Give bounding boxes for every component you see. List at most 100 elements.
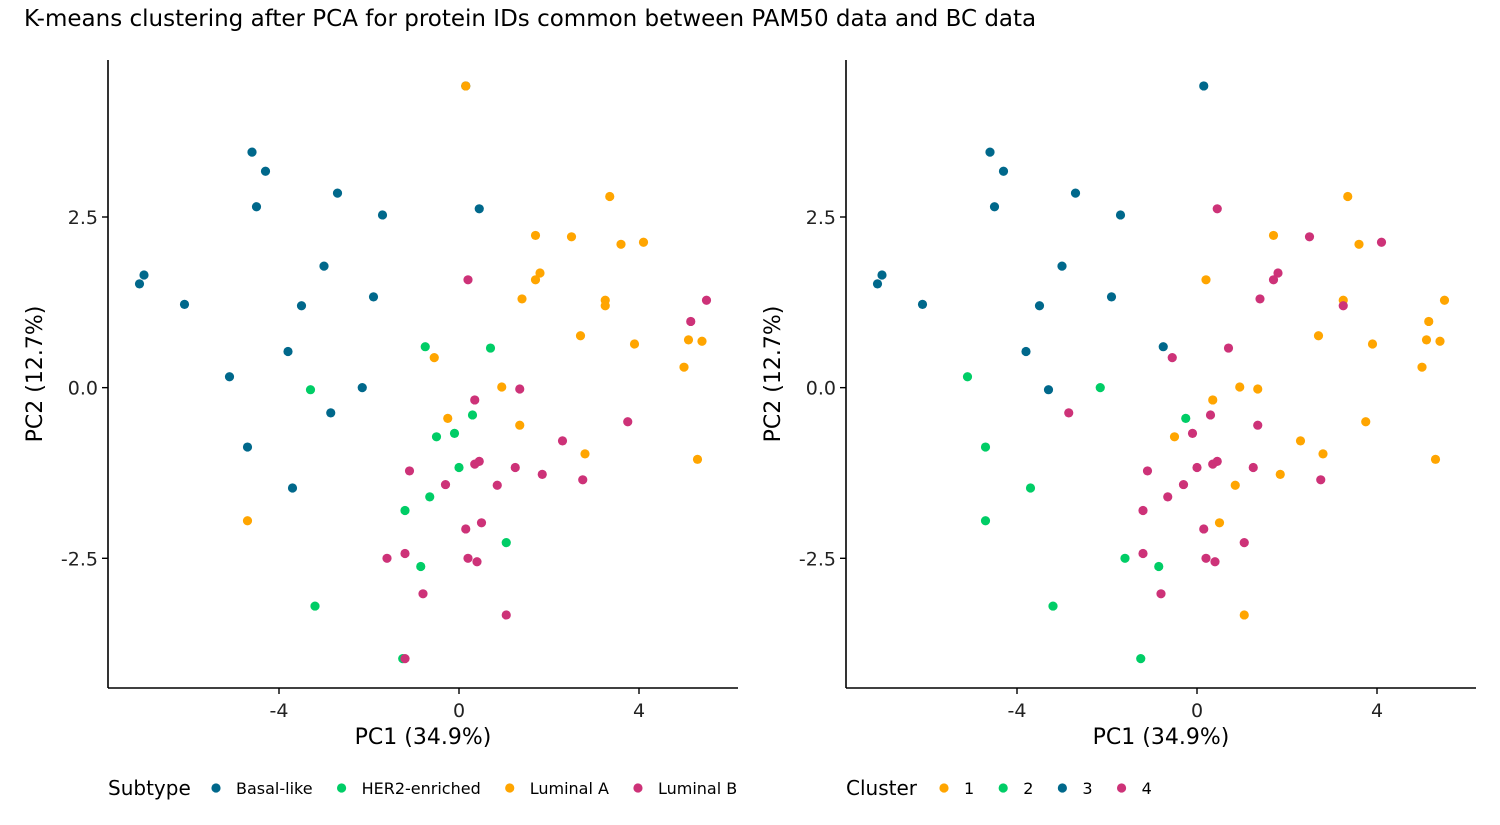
data-point	[1048, 601, 1058, 611]
data-point	[1268, 230, 1279, 241]
x-axis-title: PC1 (34.9%)	[355, 725, 492, 750]
data-point	[326, 408, 336, 418]
data-point	[1318, 449, 1328, 459]
subtype-scatter-plot: -4 0 4 -2.5 0.0 2.5 PC1 (34.9%) PC2 (12.7%) Subt…	[23, 60, 738, 800]
data-point	[1439, 295, 1450, 305]
data-point	[332, 188, 343, 198]
data-point	[1201, 553, 1211, 563]
data-point	[429, 353, 439, 363]
data-point	[1138, 548, 1148, 559]
data-point	[566, 232, 577, 242]
y-tick-label: 2.5	[68, 207, 98, 229]
data-point	[985, 147, 995, 157]
data-point	[962, 372, 973, 382]
data-point	[1154, 561, 1164, 572]
data-point	[368, 292, 379, 302]
data-point	[296, 301, 307, 311]
data-point	[1255, 294, 1265, 304]
legend-label: Luminal A	[530, 779, 609, 798]
data-point	[872, 279, 883, 289]
data-point	[1275, 469, 1285, 479]
data-point	[1421, 335, 1432, 345]
data-point	[357, 383, 367, 393]
data-point	[1156, 589, 1166, 599]
data-point	[319, 261, 329, 271]
x-tick-label: 0	[1191, 700, 1203, 722]
data-point	[1361, 417, 1371, 427]
data-point	[1169, 432, 1180, 442]
data-point	[1208, 459, 1218, 469]
data-point	[382, 553, 392, 563]
data-point	[470, 459, 480, 469]
data-point	[1192, 462, 1202, 473]
data-point	[485, 343, 496, 353]
data-point	[139, 270, 149, 280]
data-point	[1167, 353, 1177, 363]
data-point	[980, 516, 991, 526]
data-point	[616, 239, 626, 249]
y-tick-label: 0.0	[806, 378, 836, 400]
data-point	[1115, 210, 1126, 220]
legend-key	[211, 783, 221, 793]
data-point	[1199, 524, 1209, 534]
legend-title: Subtype	[108, 776, 191, 800]
data-point	[449, 428, 460, 438]
data-point	[1295, 436, 1306, 446]
data-point	[242, 442, 253, 452]
data-point	[989, 202, 1000, 212]
y-tick-label: -2.5	[799, 548, 836, 570]
data-point	[1248, 462, 1258, 473]
data-point	[530, 230, 541, 241]
data-point	[557, 436, 568, 446]
data-point	[467, 410, 478, 420]
data-point	[1178, 479, 1189, 490]
data-point	[1106, 292, 1117, 302]
data-point	[1376, 237, 1387, 247]
data-point	[1367, 339, 1378, 349]
data-point	[638, 237, 649, 247]
data-point	[1212, 204, 1222, 214]
data-point	[980, 442, 991, 452]
legend-label: 1	[964, 779, 974, 798]
data-point	[418, 589, 428, 599]
data-point	[1214, 518, 1225, 528]
legend-label: 3	[1082, 779, 1092, 798]
data-point	[1021, 346, 1031, 357]
legend-label: 4	[1142, 779, 1152, 798]
data-point	[400, 654, 410, 664]
data-point	[416, 561, 426, 572]
cluster-scatter-plot: -4 0 4 -2.5 0.0 2.5 PC1 (34.9%) PC2 (12.7%) Clus…	[761, 60, 1476, 800]
legend-title: Cluster	[846, 776, 918, 800]
legend-label: 2	[1023, 779, 1033, 798]
data-point	[1095, 383, 1105, 393]
data-point	[629, 339, 640, 349]
data-point	[517, 294, 527, 304]
data-point	[623, 417, 633, 427]
y-tick-label: -2.5	[61, 548, 98, 570]
x-tick-label: -4	[1008, 700, 1027, 722]
data-point	[461, 81, 471, 91]
data-point	[472, 557, 482, 567]
data-point	[492, 480, 502, 490]
data-point	[443, 413, 453, 423]
data-point	[1430, 454, 1441, 464]
data-point	[400, 548, 410, 559]
data-point	[1253, 420, 1263, 430]
data-point	[1064, 408, 1074, 418]
data-point	[1034, 301, 1045, 311]
data-point	[310, 601, 320, 611]
data-point	[1163, 492, 1173, 502]
legend-key	[998, 783, 1008, 793]
data-point	[701, 295, 712, 305]
data-point	[1338, 301, 1348, 311]
data-point	[1316, 475, 1326, 485]
data-point	[1201, 275, 1211, 285]
data-point	[1235, 382, 1245, 392]
legend-key	[633, 783, 643, 793]
data-point	[1199, 81, 1209, 91]
data-point	[580, 449, 590, 459]
x-axis-title: PC1 (34.9%)	[1093, 725, 1230, 750]
data-point	[400, 505, 410, 516]
data-point	[1223, 343, 1234, 353]
data-point	[1253, 384, 1263, 394]
